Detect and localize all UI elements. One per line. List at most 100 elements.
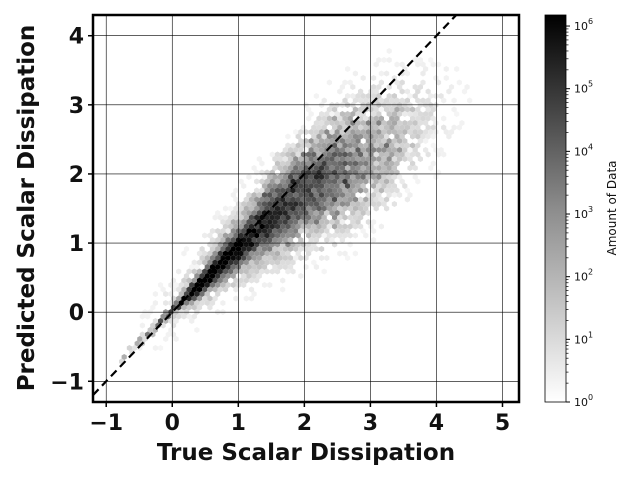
- hexbin-cell: [313, 228, 319, 234]
- hexbin-cell: [280, 223, 286, 230]
- hexbin-cell: [391, 129, 397, 135]
- hexbin-cell: [277, 246, 283, 252]
- hexbin-cell: [280, 277, 286, 284]
- hexbin-cell: [319, 255, 325, 261]
- hexbin-cell: [303, 201, 309, 207]
- hexbin-cell: [272, 165, 278, 171]
- hexbin-cell: [389, 97, 395, 104]
- hexbin-cell: [326, 187, 332, 194]
- hexbin-cell: [259, 268, 265, 275]
- hexbin-cell: [207, 250, 213, 257]
- hexbin-cell: [199, 291, 205, 297]
- hexbin-cell: [298, 156, 304, 162]
- hexbin-cell: [430, 106, 436, 113]
- hexbin-cell: [238, 214, 244, 221]
- hexbin-cell: [417, 156, 423, 162]
- hexbin-cell: [152, 318, 158, 324]
- hexbin-cell: [399, 88, 405, 95]
- hexbin-cell: [391, 165, 397, 171]
- hexbin-cell: [295, 151, 301, 158]
- hexbin-cell: [378, 196, 384, 203]
- hexbin-cell: [207, 259, 213, 266]
- hexbin-cell: [246, 273, 252, 279]
- hexbin-cell: [176, 268, 182, 275]
- hexbin-cell: [410, 115, 416, 122]
- hexbin-cell: [298, 255, 304, 261]
- hexbin-cell: [319, 147, 325, 153]
- hexbin-cell: [207, 277, 213, 284]
- hexbin-cell: [311, 232, 317, 239]
- hexbin-cell: [345, 228, 351, 234]
- hexbin-cell: [277, 210, 283, 216]
- hexbin-cell: [358, 106, 364, 113]
- hexbin-cell: [319, 228, 325, 234]
- hexbin-cell: [360, 93, 366, 99]
- hexbin-cell: [376, 183, 382, 189]
- hexbin-cell: [139, 331, 145, 338]
- hexbin-cell: [313, 264, 319, 270]
- hexbin-cell: [248, 214, 255, 221]
- hexbin-cell: [217, 286, 223, 293]
- hexbin-cell: [285, 178, 291, 185]
- hexbin-cell: [415, 178, 421, 185]
- hexbin-cell: [350, 192, 356, 198]
- hexbin-cell: [290, 205, 296, 212]
- hexbin-cell: [293, 201, 299, 207]
- hexbin-cell: [298, 228, 304, 234]
- hexbin-cell: [347, 142, 353, 149]
- hexbin-cell: [363, 178, 369, 185]
- hexbin-cell: [158, 282, 164, 288]
- hexbin-cell: [272, 264, 278, 270]
- hexbin-cell: [181, 286, 187, 293]
- hexbin-cell: [345, 192, 351, 198]
- hexbin-cell: [410, 142, 416, 149]
- hexbin-cell: [378, 178, 384, 185]
- hexbin-cell: [204, 264, 210, 270]
- hexbin-cell: [313, 147, 319, 153]
- hexbin-cell: [339, 228, 345, 234]
- hexbin-cell: [246, 192, 252, 198]
- hexbin-cell: [181, 250, 187, 257]
- hexbin-cell: [321, 97, 327, 104]
- hexbin-cell: [300, 223, 306, 230]
- hexbin-cell: [402, 156, 408, 162]
- hexbin-cell: [368, 115, 374, 122]
- hexbin-cell: [196, 259, 203, 266]
- hexbin-cell: [355, 210, 361, 216]
- hexbin-cell: [435, 61, 442, 68]
- hexbin-cell: [386, 57, 392, 63]
- hexbin-cell: [220, 300, 226, 306]
- hexbin-cell: [264, 268, 270, 275]
- hexbin-cell: [316, 142, 322, 149]
- hexbin-cell: [280, 286, 286, 293]
- hexbin-cell: [308, 156, 314, 162]
- hexbin-cell: [306, 106, 312, 113]
- hexbin-cell: [386, 156, 392, 162]
- hexbin-cell: [332, 205, 338, 212]
- hexbin-cell: [337, 142, 343, 149]
- hexbin-cell: [381, 183, 387, 189]
- hexbin-cell: [256, 228, 262, 234]
- hexbin-cell: [355, 156, 361, 162]
- hexbin-cell: [277, 165, 283, 171]
- hexbin-cell: [391, 93, 397, 99]
- hexbin-cell: [191, 259, 197, 266]
- hexbin-cell: [352, 160, 358, 167]
- hexbin-cell: [402, 120, 408, 126]
- hexbin-cell: [407, 165, 413, 171]
- hexbin-cell: [342, 151, 348, 158]
- hexbin-cell: [334, 210, 340, 216]
- hexbin-cell: [365, 165, 371, 171]
- hexbin-cell: [300, 151, 306, 158]
- hexbin-cell: [194, 291, 200, 297]
- hexbin-cell: [280, 214, 286, 221]
- hexbin-cell: [412, 174, 418, 180]
- hexbin-cell: [381, 57, 387, 63]
- hexbin-cell: [368, 223, 374, 230]
- hexbin-cell: [254, 277, 260, 284]
- hexbin-cell: [386, 138, 392, 144]
- hexbin-cell: [329, 138, 335, 144]
- hexbin-cell: [256, 246, 262, 252]
- hexbin-cell: [181, 304, 187, 311]
- hexbin-cell: [324, 237, 330, 243]
